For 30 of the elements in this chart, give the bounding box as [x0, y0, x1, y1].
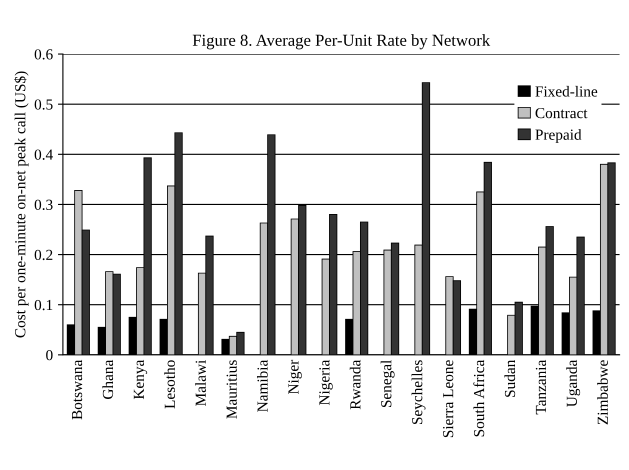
legend-label: Prepaid	[535, 129, 582, 143]
y-tick-label: 0.2	[34, 250, 52, 260]
chart-title: Figure 8. Average Per-Unit Rate by Network	[192, 34, 490, 50]
y-tick-label: 0.1	[34, 300, 52, 310]
y-tick-label: 0.3	[34, 200, 53, 210]
y-tick-label: 0	[46, 350, 53, 360]
legend-label: Contract	[536, 108, 588, 118]
x-tick-label: Malawi	[195, 360, 206, 406]
x-tick-label: Senegal	[380, 360, 395, 408]
legend-label: Fixed-line	[535, 86, 598, 97]
y-tick-label: 0.5	[34, 99, 53, 110]
x-tick-label: Sudan	[504, 360, 516, 397]
y-tick-label: 0.4	[34, 149, 53, 160]
x-tick-label: Kenya	[134, 360, 148, 400]
x-tick-label: Sierra Leone	[443, 360, 454, 438]
x-tick-label: Uganda	[566, 360, 580, 407]
x-tick-label: Seychelles	[412, 360, 426, 424]
x-tick-label: Rwanda	[350, 360, 361, 410]
x-tick-label: Namibia	[256, 360, 268, 412]
x-tick-label: Niger	[288, 360, 302, 394]
y-axis-title: Cost per one-minute on-net peak call (US$)	[14, 71, 29, 338]
x-tick-label: Zimbabwe	[597, 360, 608, 424]
y-tick-label: 0.6	[34, 49, 53, 60]
x-tick-label: Tanzania	[536, 360, 546, 414]
x-tick-label: Ghana	[102, 360, 114, 399]
x-tick-label: Nigeria	[319, 360, 333, 406]
x-tick-label: Mauritius	[226, 360, 237, 419]
x-tick-label: Botswana	[72, 360, 82, 420]
x-tick-label: Lesotho	[164, 360, 175, 408]
x-tick-label: South Africa	[473, 360, 484, 436]
